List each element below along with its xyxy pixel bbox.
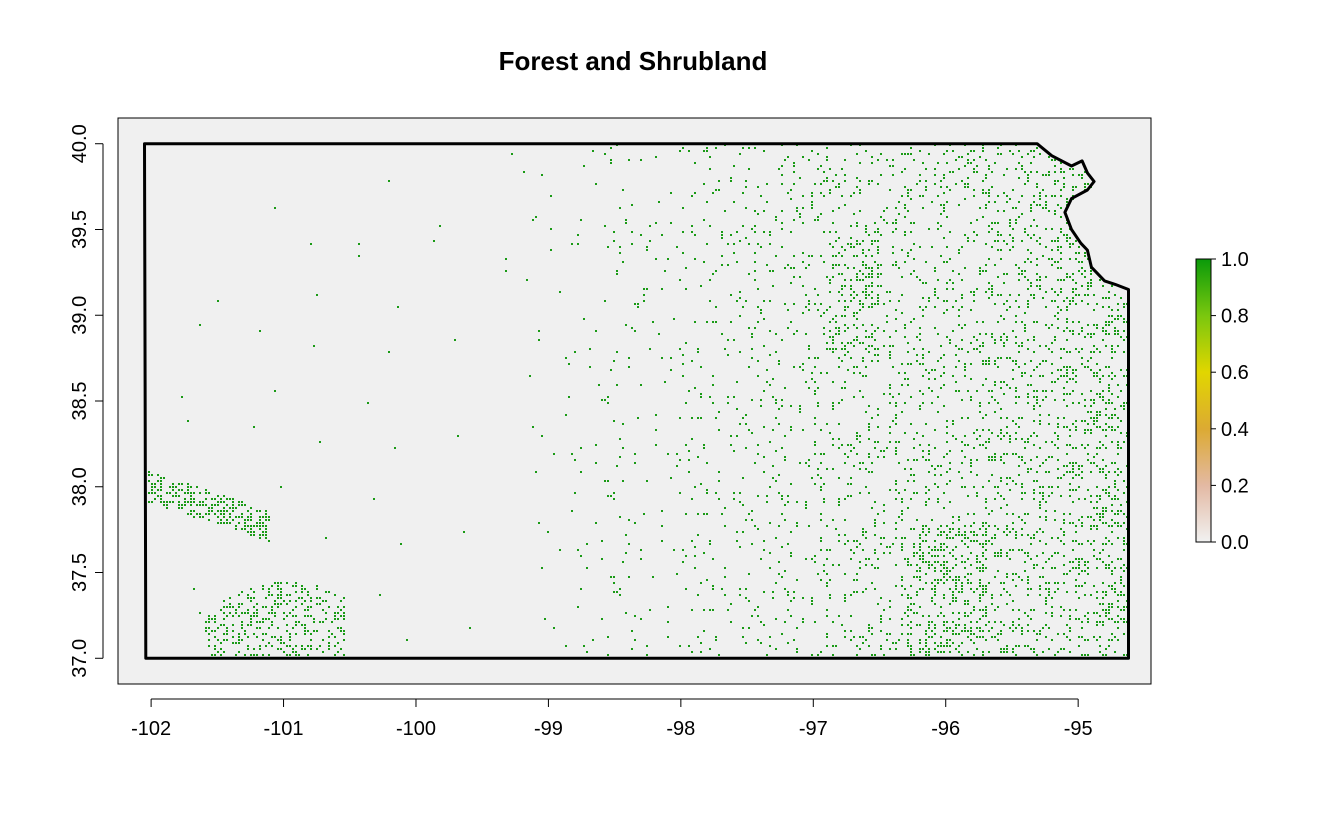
y-tick-label: 38.5 [69,382,91,421]
chart-title: Forest and Shrubland [499,46,768,76]
y-tick-label: 39.5 [69,210,91,249]
x-tick-label: -95 [1064,718,1093,740]
x-tick-label: -102 [131,718,171,740]
y-tick-label: 37.0 [69,639,91,678]
y-tick-label: 40.0 [69,124,91,163]
x-axis: -102 -101 -100 -99 -98 -97 -96 -95 [131,698,1093,740]
plot-area [118,118,1151,684]
colorbar-tick-label: 0.4 [1221,419,1249,441]
y-axis: 37.0 37.5 38.0 38.5 39.0 39.5 40.0 [69,124,104,678]
x-tick-label: -101 [264,718,304,740]
colorbar-tick-label: 0.0 [1221,532,1249,554]
y-tick-label: 39.0 [69,296,91,335]
color-legend: 0.0 0.2 0.4 0.6 0.8 1.0 [1195,249,1249,554]
x-tick-label: -97 [799,718,828,740]
x-tick-label: -96 [931,718,960,740]
x-tick-label: -98 [666,718,695,740]
plot-frame [117,117,1152,685]
x-tick-label: -99 [534,718,563,740]
state-boundary [143,142,1130,660]
colorbar-tick-label: 1.0 [1221,249,1249,271]
colorbar-tick-label: 0.8 [1221,306,1249,328]
y-tick-label: 37.5 [69,553,91,592]
colorbar-tick-label: 0.2 [1221,475,1249,497]
colorbar-tick-label: 0.6 [1221,362,1249,384]
colorbar-ramp [1195,258,1212,543]
y-tick-label: 38.0 [69,467,91,506]
x-tick-label: -100 [396,718,436,740]
